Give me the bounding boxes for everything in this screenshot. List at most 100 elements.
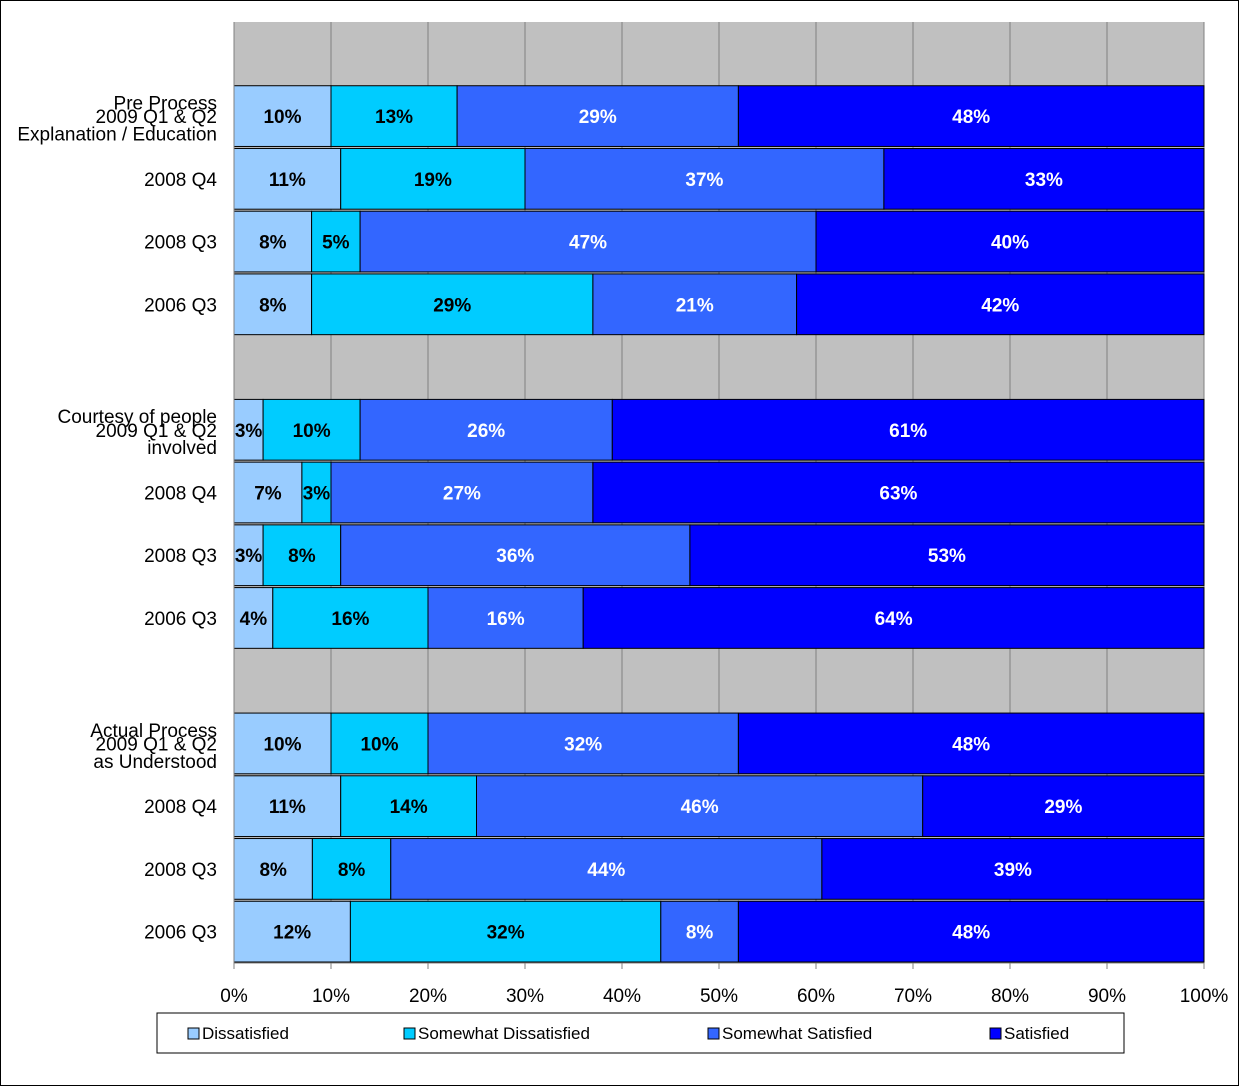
data-label: 27% <box>443 484 481 505</box>
data-label: 10% <box>360 734 398 755</box>
data-label: 32% <box>564 734 602 755</box>
data-label: 8% <box>686 923 714 944</box>
data-label: 61% <box>889 421 927 442</box>
x-tick-label: 0% <box>220 986 248 1007</box>
bar-segment-somewhat-dissatisfied <box>340 147 526 210</box>
data-label: 40% <box>991 233 1029 254</box>
data-label: 26% <box>467 421 505 442</box>
legend-box <box>156 1012 1125 1054</box>
bar-segment-satisfied <box>922 775 1205 838</box>
legend: Dissatisfied Somewhat Dissatisfied Somewha… <box>156 1012 1125 1054</box>
row-label: 2006 Q3 <box>144 609 217 630</box>
bar-segment-somewhat-dissatisfied <box>330 85 458 147</box>
data-label: 8% <box>338 860 366 881</box>
data-label: 13% <box>375 107 413 128</box>
row-label: 2009 Q1 & Q2 <box>96 421 217 442</box>
legend-label: Dissatisfied <box>202 1024 289 1043</box>
x-tick-label: 10% <box>312 986 350 1007</box>
data-label: 21% <box>676 295 714 316</box>
bar-segment-somewhat-dissatisfied <box>311 210 361 273</box>
bar-segment-satisfied <box>582 587 1205 649</box>
plot-area: 10% 13% 29% 48% 11% 19% 37% 33% 8% 5% 47% 40% 8% 29% 2… <box>233 22 1205 963</box>
data-label: 8% <box>259 233 287 254</box>
group-label-line: involved <box>147 438 217 459</box>
x-tick-label: 60% <box>797 986 835 1007</box>
legend-swatch <box>187 1027 200 1040</box>
bar-segment-somewhat-satisfied <box>592 273 798 336</box>
data-label: 8% <box>259 860 287 881</box>
legend-label: Satisfied <box>1004 1024 1069 1043</box>
data-label: 33% <box>1025 170 1063 191</box>
bar-segment-somewhat-dissatisfied <box>301 461 332 524</box>
bar-segment-satisfied <box>737 900 1205 963</box>
x-tick-label: 50% <box>700 986 738 1007</box>
bar-segment-satisfied <box>821 838 1205 900</box>
bar-segment-somewhat-satisfied <box>330 461 594 524</box>
group-label-line: Courtesy of people <box>58 407 218 428</box>
data-label: 10% <box>263 734 301 755</box>
data-label: 32% <box>487 923 525 944</box>
bar-segment-dissatisfied <box>233 587 274 649</box>
bar-segment-somewhat-satisfied <box>660 900 739 963</box>
bar-segment-somewhat-dissatisfied <box>262 398 361 461</box>
bar-segment-dissatisfied <box>233 461 303 524</box>
bar-segment-satisfied <box>737 85 1205 147</box>
data-label: 16% <box>331 609 369 630</box>
row-label: 2008 Q3 <box>144 546 217 567</box>
group-label-line: Actual Process <box>90 721 217 742</box>
data-label: 11% <box>269 170 306 191</box>
x-tick-label: 90% <box>1088 986 1126 1007</box>
data-label: 29% <box>433 295 471 316</box>
bar-segment-satisfied <box>611 398 1205 461</box>
bar-segment-satisfied <box>592 461 1205 524</box>
bar-segment-dissatisfied <box>233 524 264 587</box>
data-label: 29% <box>579 107 617 128</box>
data-label: 3% <box>303 484 331 505</box>
bar-segment-dissatisfied <box>233 712 332 775</box>
legend-swatch <box>403 1027 416 1040</box>
group-label-line: Explanation / Education <box>17 124 217 145</box>
data-label: 7% <box>254 484 282 505</box>
bar-segment-somewhat-dissatisfied <box>262 524 342 587</box>
data-label: 39% <box>994 860 1032 881</box>
data-label: 29% <box>1044 797 1082 818</box>
data-label: 16% <box>487 609 525 630</box>
data-label: 64% <box>875 609 913 630</box>
bar-segment-somewhat-satisfied <box>524 147 885 210</box>
data-label: 11% <box>269 797 306 818</box>
bar-segment-somewhat-dissatisfied <box>272 587 429 649</box>
group-label: Courtesy of people involved <box>58 407 218 459</box>
row-label: 2008 Q4 <box>144 484 217 505</box>
row-label: 2008 Q4 <box>144 170 217 191</box>
group-label: Actual Process as Understood <box>90 721 217 773</box>
data-label: 48% <box>952 734 990 755</box>
x-tick-label: 20% <box>409 986 447 1007</box>
data-label: 3% <box>235 421 263 442</box>
row-label: 2009 Q1 & Q2 <box>96 734 217 755</box>
data-label: 48% <box>952 107 990 128</box>
bar-segment-dissatisfied <box>233 398 264 461</box>
data-label: 48% <box>952 923 990 944</box>
legend-swatch <box>707 1027 720 1040</box>
row-label: 2008 Q3 <box>144 860 217 881</box>
bar-segment-satisfied <box>796 273 1205 336</box>
data-label: 19% <box>414 170 452 191</box>
row-label: 2006 Q3 <box>144 923 217 944</box>
legend-label: Somewhat Satisfied <box>722 1024 872 1043</box>
x-tick-label: 80% <box>991 986 1029 1007</box>
data-label: 47% <box>569 233 607 254</box>
x-tick-label: 70% <box>894 986 932 1007</box>
data-label: 4% <box>240 609 268 630</box>
bar-segment-somewhat-satisfied <box>340 524 691 587</box>
bar-segment-somewhat-satisfied <box>359 398 613 461</box>
group-label-line: Pre Process <box>114 93 217 114</box>
bar-segment-satisfied <box>883 147 1205 210</box>
row-label: 2009 Q1 & Q2 <box>96 107 217 128</box>
data-label: 8% <box>288 546 316 567</box>
data-label: 46% <box>681 797 719 818</box>
data-label: 14% <box>390 797 428 818</box>
data-label: 53% <box>928 546 966 567</box>
